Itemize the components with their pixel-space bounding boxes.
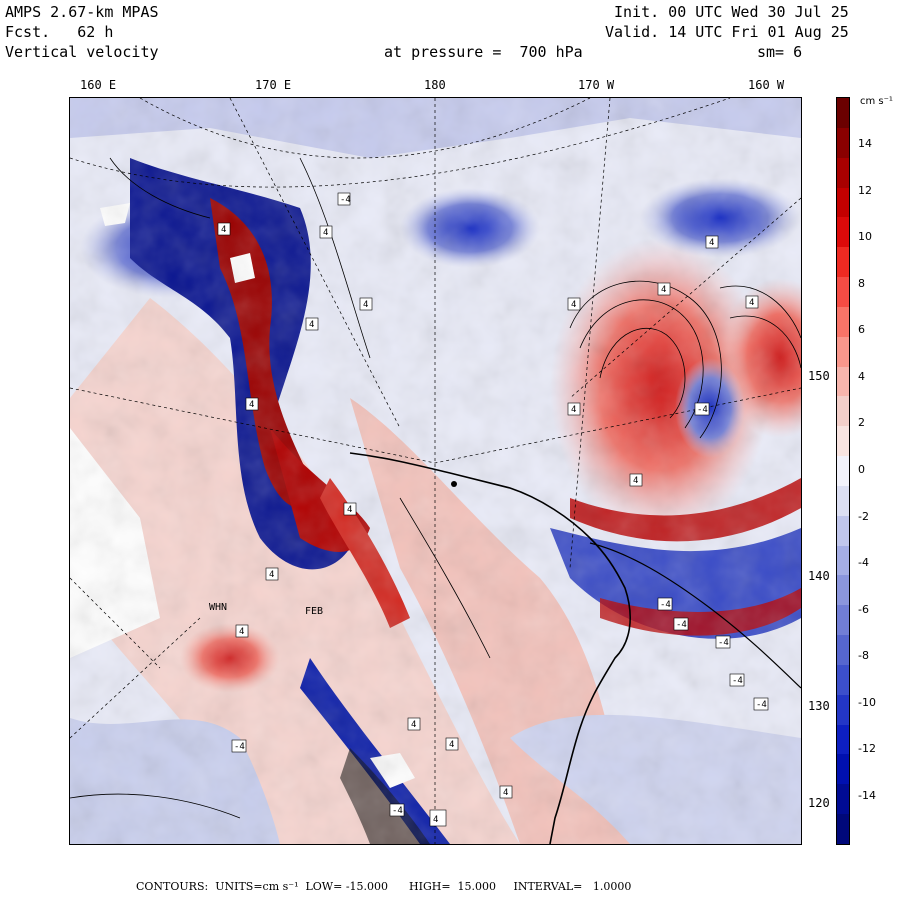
colorbar-segment xyxy=(837,545,849,577)
colorbar-segment xyxy=(837,724,849,756)
colorbar-segment xyxy=(837,485,849,517)
svg-text:4: 4 xyxy=(269,570,274,580)
lon-label-160e: 160 E xyxy=(80,78,117,92)
svg-text:4: 4 xyxy=(221,225,226,235)
svg-text:4: 4 xyxy=(661,285,666,295)
valid-time: Valid. 14 UTC Fri 01 Aug 25 xyxy=(605,23,849,41)
svg-text:4: 4 xyxy=(449,740,454,750)
colorbar-segment xyxy=(837,664,849,696)
colorbar-tick-label: 10 xyxy=(858,230,872,244)
svg-text:4: 4 xyxy=(411,720,416,730)
svg-text:4: 4 xyxy=(323,228,328,238)
colorbar xyxy=(836,97,850,845)
lat-label-130w: 130 W xyxy=(808,699,845,713)
colorbar-tick-label: 12 xyxy=(858,183,872,197)
colorbar-segment xyxy=(837,277,849,308)
svg-text:4: 4 xyxy=(633,476,638,486)
colorbar-segment xyxy=(837,98,849,129)
svg-text:4: 4 xyxy=(249,400,254,410)
svg-text:4: 4 xyxy=(239,627,244,637)
colorbar-segment xyxy=(837,306,849,338)
lon-label-160w: 160 W xyxy=(748,78,785,92)
colorbar-segment xyxy=(837,396,849,428)
colorbar-tick-label: -6 xyxy=(858,602,869,616)
colorbar-tick-label: 4 xyxy=(858,369,865,383)
station-label-feb: FEB xyxy=(305,606,324,617)
ice-shelf-edge xyxy=(349,452,631,844)
colorbar-segment xyxy=(837,336,849,368)
svg-text:4: 4 xyxy=(433,815,438,825)
pressure-level: at pressure = 700 hPa xyxy=(384,43,583,61)
colorbar-units: cm s⁻¹ xyxy=(860,96,893,107)
colorbar-tick-label: 8 xyxy=(858,276,865,290)
colorbar-segment xyxy=(837,784,849,816)
colorbar-segment xyxy=(837,456,849,487)
colorbar-tick-label: 14 xyxy=(858,137,872,150)
forecast-hour: Fcst. 62 h xyxy=(5,23,114,41)
contour-info: CONTOURS: UNITS=cm s⁻¹ LOW= -15.000 HIGH… xyxy=(136,880,632,893)
colorbar-tick-label: -8 xyxy=(858,649,869,663)
svg-text:4: 4 xyxy=(309,320,314,330)
colorbar-tick-label: -10 xyxy=(858,695,876,709)
svg-text:4: 4 xyxy=(571,300,576,310)
colorbar-segment xyxy=(837,217,849,249)
svg-text:4: 4 xyxy=(363,300,368,310)
colorbar-tick-label: -4 xyxy=(858,556,869,570)
svg-text:-4: -4 xyxy=(732,676,743,686)
contour-lines xyxy=(70,157,801,819)
svg-text:-4: -4 xyxy=(340,195,351,205)
lat-label-150w: 150 W xyxy=(808,369,845,383)
colorbar-tick-label: 0 xyxy=(858,463,865,476)
lon-label-170e: 170 E xyxy=(255,78,292,92)
lon-label-170w: 170 W xyxy=(578,78,615,92)
colorbar-tick-label: 6 xyxy=(858,323,865,337)
colorbar-segment xyxy=(837,366,849,398)
init-time: Init. 00 UTC Wed 30 Jul 25 xyxy=(614,3,849,21)
colorbar-segment xyxy=(837,605,849,637)
svg-text:-4: -4 xyxy=(392,806,403,816)
colorbar-segment xyxy=(837,127,849,159)
colorbar-segment xyxy=(837,814,849,844)
colorbar-segment xyxy=(837,575,849,607)
svg-text:4: 4 xyxy=(347,505,352,515)
colorbar-tick-label: -2 xyxy=(858,509,869,523)
colorbar-segment xyxy=(837,247,849,279)
coastline-east xyxy=(589,542,801,689)
svg-text:4: 4 xyxy=(709,238,714,248)
model-title: AMPS 2.67-km MPAS xyxy=(5,3,159,21)
colorbar-segment xyxy=(837,157,849,189)
svg-text:4: 4 xyxy=(571,405,576,415)
graticule xyxy=(70,98,801,844)
colorbar-tick-label: -12 xyxy=(858,742,876,756)
station-marker xyxy=(451,481,457,487)
colorbar-segment xyxy=(837,754,849,786)
svg-text:4: 4 xyxy=(503,788,508,798)
colorbar-tick-label: -14 xyxy=(858,789,876,802)
field-name: Vertical velocity xyxy=(5,43,159,61)
colorbar-segment xyxy=(837,515,849,547)
lat-label-120w: 120 W xyxy=(808,796,845,810)
colorbar-tick-label: 2 xyxy=(858,416,865,430)
extrema-markers: 4 4 -4 4 4 4 4 4 4 4 4 4 4 4 4 -4 4 4 4 … xyxy=(217,192,769,827)
svg-text:-4: -4 xyxy=(660,600,671,610)
svg-text:-4: -4 xyxy=(718,638,729,648)
svg-text:-4: -4 xyxy=(676,620,687,630)
svg-text:4: 4 xyxy=(749,298,754,308)
colorbar-segment xyxy=(837,694,849,726)
svg-text:-4: -4 xyxy=(697,405,708,415)
svg-text:-4: -4 xyxy=(756,700,767,710)
colorbar-segment xyxy=(837,426,849,458)
vertical-velocity-map: 4 4 -4 4 4 4 4 4 4 4 4 4 4 4 4 -4 4 4 4 … xyxy=(69,97,802,845)
colorbar-segment xyxy=(837,187,849,219)
lat-label-140w: 140 W xyxy=(808,569,845,583)
lon-label-180: 180 xyxy=(424,78,446,92)
station-label-whn: WHN xyxy=(209,602,228,613)
colorbar-segment xyxy=(837,635,849,666)
svg-text:-4: -4 xyxy=(234,742,245,752)
field-texture xyxy=(70,98,801,844)
smoothing: sm= 6 xyxy=(757,43,803,61)
